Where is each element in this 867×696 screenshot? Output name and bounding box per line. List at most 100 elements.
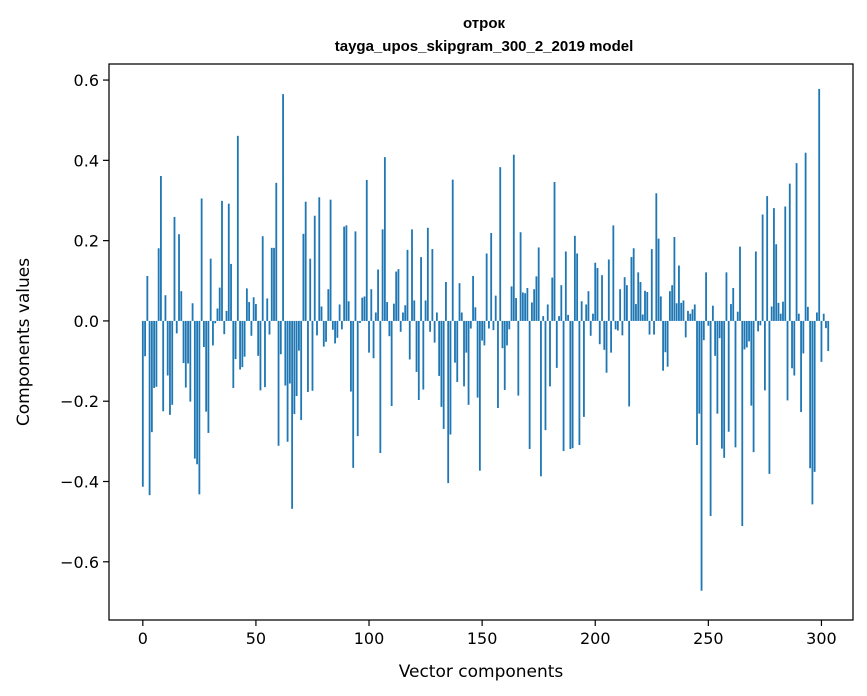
bar-221 (641, 314, 644, 321)
bar-220 (639, 281, 642, 321)
bar-88 (340, 320, 343, 330)
bar-261 (732, 288, 735, 321)
bar-96 (359, 320, 361, 323)
bar-248 (702, 320, 705, 341)
bar-61 (279, 320, 282, 355)
bar-225 (650, 249, 653, 321)
bar-184 (558, 316, 560, 321)
bar-233 (668, 291, 671, 321)
bar-223 (646, 292, 649, 321)
bar-5 (153, 320, 156, 388)
bar-257 (723, 320, 726, 458)
bar-277 (768, 320, 771, 474)
bar-99 (365, 180, 368, 321)
bar-30 (209, 258, 212, 321)
bar-219 (637, 272, 640, 321)
bar-52 (259, 320, 262, 391)
bar-1 (144, 320, 146, 357)
bar-251 (709, 320, 712, 517)
bar-127 (429, 320, 432, 332)
bar-280 (775, 244, 778, 321)
bar-249 (705, 272, 707, 321)
bar-168 (521, 292, 524, 321)
bar-100 (368, 320, 370, 353)
bar-229 (659, 296, 662, 321)
bar-169 (524, 293, 527, 321)
bar-192 (576, 253, 579, 321)
bar-106 (381, 229, 384, 321)
y-tick-label: 0.2 (74, 232, 99, 251)
bar-255 (718, 320, 721, 339)
bar-214 (626, 285, 628, 321)
bar-142 (463, 320, 465, 387)
bar-254 (716, 320, 719, 414)
bar-121 (415, 320, 418, 372)
bar-132 (440, 320, 443, 407)
bar-23 (193, 320, 196, 459)
bar-136 (449, 320, 452, 435)
bar-146 (472, 275, 474, 321)
bar-44 (241, 320, 244, 368)
bar-135 (447, 320, 450, 484)
x-tick-label: 200 (580, 629, 611, 648)
bar-284 (784, 206, 787, 321)
bar-86 (336, 320, 339, 338)
bar-3 (148, 320, 151, 496)
bar-43 (239, 320, 241, 370)
x-tick-label: 50 (246, 629, 266, 648)
bar-272 (757, 320, 760, 332)
bar-14 (173, 216, 176, 321)
bar-236 (675, 303, 678, 321)
bar-285 (786, 320, 789, 401)
bar-295 (809, 320, 812, 469)
bar-253 (714, 320, 717, 356)
bar-111 (393, 303, 395, 321)
bar-87 (338, 304, 341, 321)
bar-10 (164, 295, 167, 321)
bar-181 (551, 277, 554, 321)
bar-177 (542, 316, 545, 321)
bar-190 (571, 320, 574, 449)
bar-93 (352, 320, 355, 468)
bar-211 (619, 289, 622, 321)
bar-49 (252, 297, 255, 321)
bar-54 (264, 320, 266, 388)
y-tick-label: 0.0 (74, 312, 99, 331)
bar-156 (494, 295, 497, 321)
bar-174 (535, 276, 538, 321)
bar-73 (307, 320, 309, 392)
bar-209 (614, 320, 617, 330)
bar-270 (752, 320, 755, 453)
bar-300 (820, 320, 823, 362)
bar-291 (800, 320, 802, 413)
bar-91 (347, 301, 350, 321)
x-tick-label: 150 (467, 629, 498, 648)
bar-224 (648, 320, 651, 335)
bar-194 (580, 301, 583, 321)
bar-114 (399, 320, 402, 332)
bar-273 (759, 320, 762, 326)
bar-67 (293, 320, 296, 415)
bar-252 (711, 305, 714, 321)
bar-8 (160, 176, 162, 321)
bar-171 (528, 320, 531, 449)
bar-134 (445, 281, 447, 321)
bar-20 (187, 320, 189, 364)
bar-299 (818, 88, 821, 321)
bar-13 (171, 320, 174, 405)
bar-244 (693, 304, 696, 321)
bar-294 (806, 306, 809, 321)
bar-12 (169, 320, 171, 415)
bar-11 (166, 320, 169, 376)
bar-278 (770, 306, 773, 321)
bar-262 (734, 320, 737, 448)
bar-59 (275, 182, 278, 321)
bar-148 (476, 320, 479, 398)
bar-164 (512, 154, 515, 321)
bar-232 (666, 320, 669, 367)
bar-282 (779, 313, 782, 321)
bar-120 (413, 300, 416, 321)
bar-259 (727, 320, 730, 432)
bar-63 (284, 320, 287, 386)
